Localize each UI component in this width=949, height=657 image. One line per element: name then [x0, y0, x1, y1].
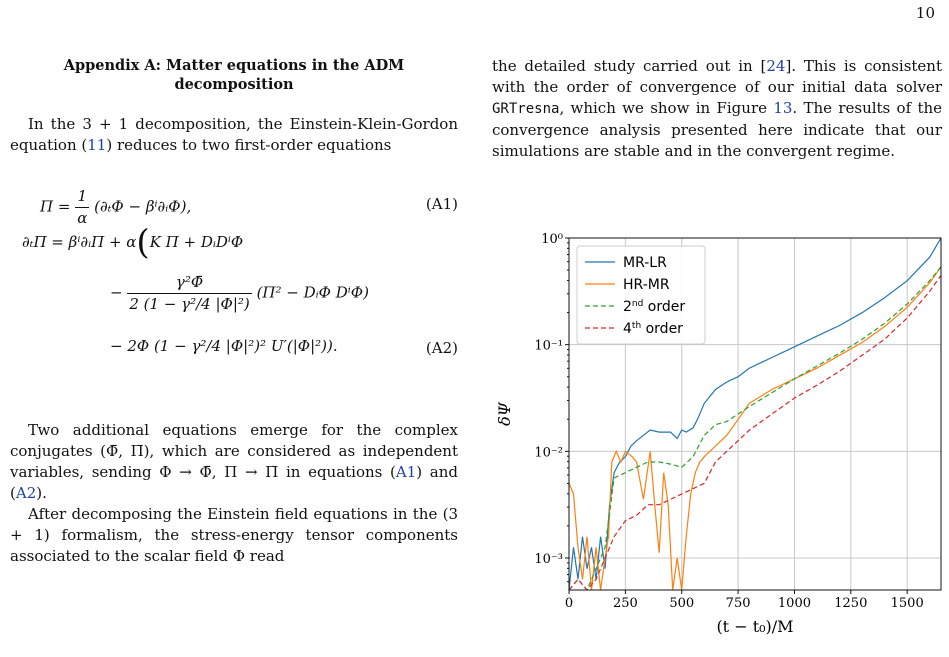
x-tick-label: 750	[726, 596, 751, 611]
citation-ref-24[interactable]: 24	[766, 57, 786, 75]
y-tick-label: 10⁻³	[534, 552, 563, 567]
series-line-4th-order	[569, 274, 941, 590]
x-tick-label: 500	[669, 596, 694, 611]
equation-ref-a2[interactable]: A2	[15, 484, 37, 502]
paragraph-convergence: the detailed study carried out in [24]. …	[492, 57, 943, 160]
y-tick-label: 10⁻²	[534, 445, 563, 460]
equation-number-a2: (A2)	[425, 339, 458, 357]
chart-ticks: 0 250 500 750 1000 1250 1500 10⁰ 10⁻¹ 10⁻² 10⁻³	[534, 232, 923, 611]
equation-ref-a1[interactable]: A1	[395, 463, 417, 481]
series-line-2nd-order	[569, 266, 941, 590]
x-tick-label: 250	[613, 596, 638, 611]
left-column: Appendix A: Matter equations in the ADM …	[10, 56, 458, 567]
figure-ref-13[interactable]: 13	[773, 99, 793, 117]
fraction: γ²Φ̄ 2 (1 − γ²/4 |Φ|²)	[127, 273, 252, 313]
x-tick-label: 1250	[834, 596, 867, 611]
paragraph-conjugates: Two additional equations emerge for the …	[10, 421, 459, 502]
appendix-heading: Appendix A: Matter equations in the ADM …	[63, 57, 405, 93]
y-tick-label: 10⁻¹	[534, 339, 563, 354]
legend-label: MR-LR	[623, 255, 667, 271]
legend-label: 2nd order	[623, 299, 685, 315]
x-tick-label: 1500	[891, 596, 924, 611]
equation-ref-11[interactable]: 11	[87, 136, 107, 154]
y-tick-label: 10⁰	[541, 232, 563, 247]
x-tick-label: 1000	[778, 596, 811, 611]
convergence-chart: 0 250 500 750 1000 1250 1500 10⁰ 10⁻¹ 10⁻² 10⁻³ MR…	[495, 232, 942, 636]
legend-label: HR-MR	[623, 277, 670, 293]
chart-legend: MR-LR HR-MR 2nd order 4th order	[576, 245, 706, 345]
paragraph-intro: In the 3 + 1 decomposition, the Einstein…	[10, 115, 458, 154]
equation-a2-line1: ∂ₜΠ = βⁱ∂ᵢΠ + α(K Π + DᵢDⁱΦ	[22, 222, 244, 263]
series-line-mr-lr	[569, 238, 941, 590]
equation-a2-line3: − 2Φ (1 − γ²/4 |Φ|²)² U′(|Φ|²)).	[110, 337, 338, 355]
equation-number-a1: (A1)	[425, 195, 458, 213]
x-axis-label: (t − t₀)/M	[716, 617, 793, 636]
chart-series	[569, 238, 941, 590]
equation-a2-line2: − γ²Φ̄ 2 (1 − γ²/4 |Φ|²) (Π² − DᵢΦ DⁱΦ)	[110, 273, 369, 313]
legend-label: 4th order	[623, 321, 683, 337]
paragraph-stress-energy: After decomposing the Einstein field equ…	[10, 505, 458, 565]
page-number: 10	[915, 4, 935, 22]
x-tick-label: 0	[565, 596, 573, 611]
y-axis-label: δΨ	[495, 401, 514, 426]
legend-box	[576, 245, 706, 345]
right-column: the detailed study carried out in [24]. …	[492, 56, 942, 162]
plot-frame	[568, 237, 942, 591]
code-grtresna: GRTresna	[492, 101, 560, 117]
